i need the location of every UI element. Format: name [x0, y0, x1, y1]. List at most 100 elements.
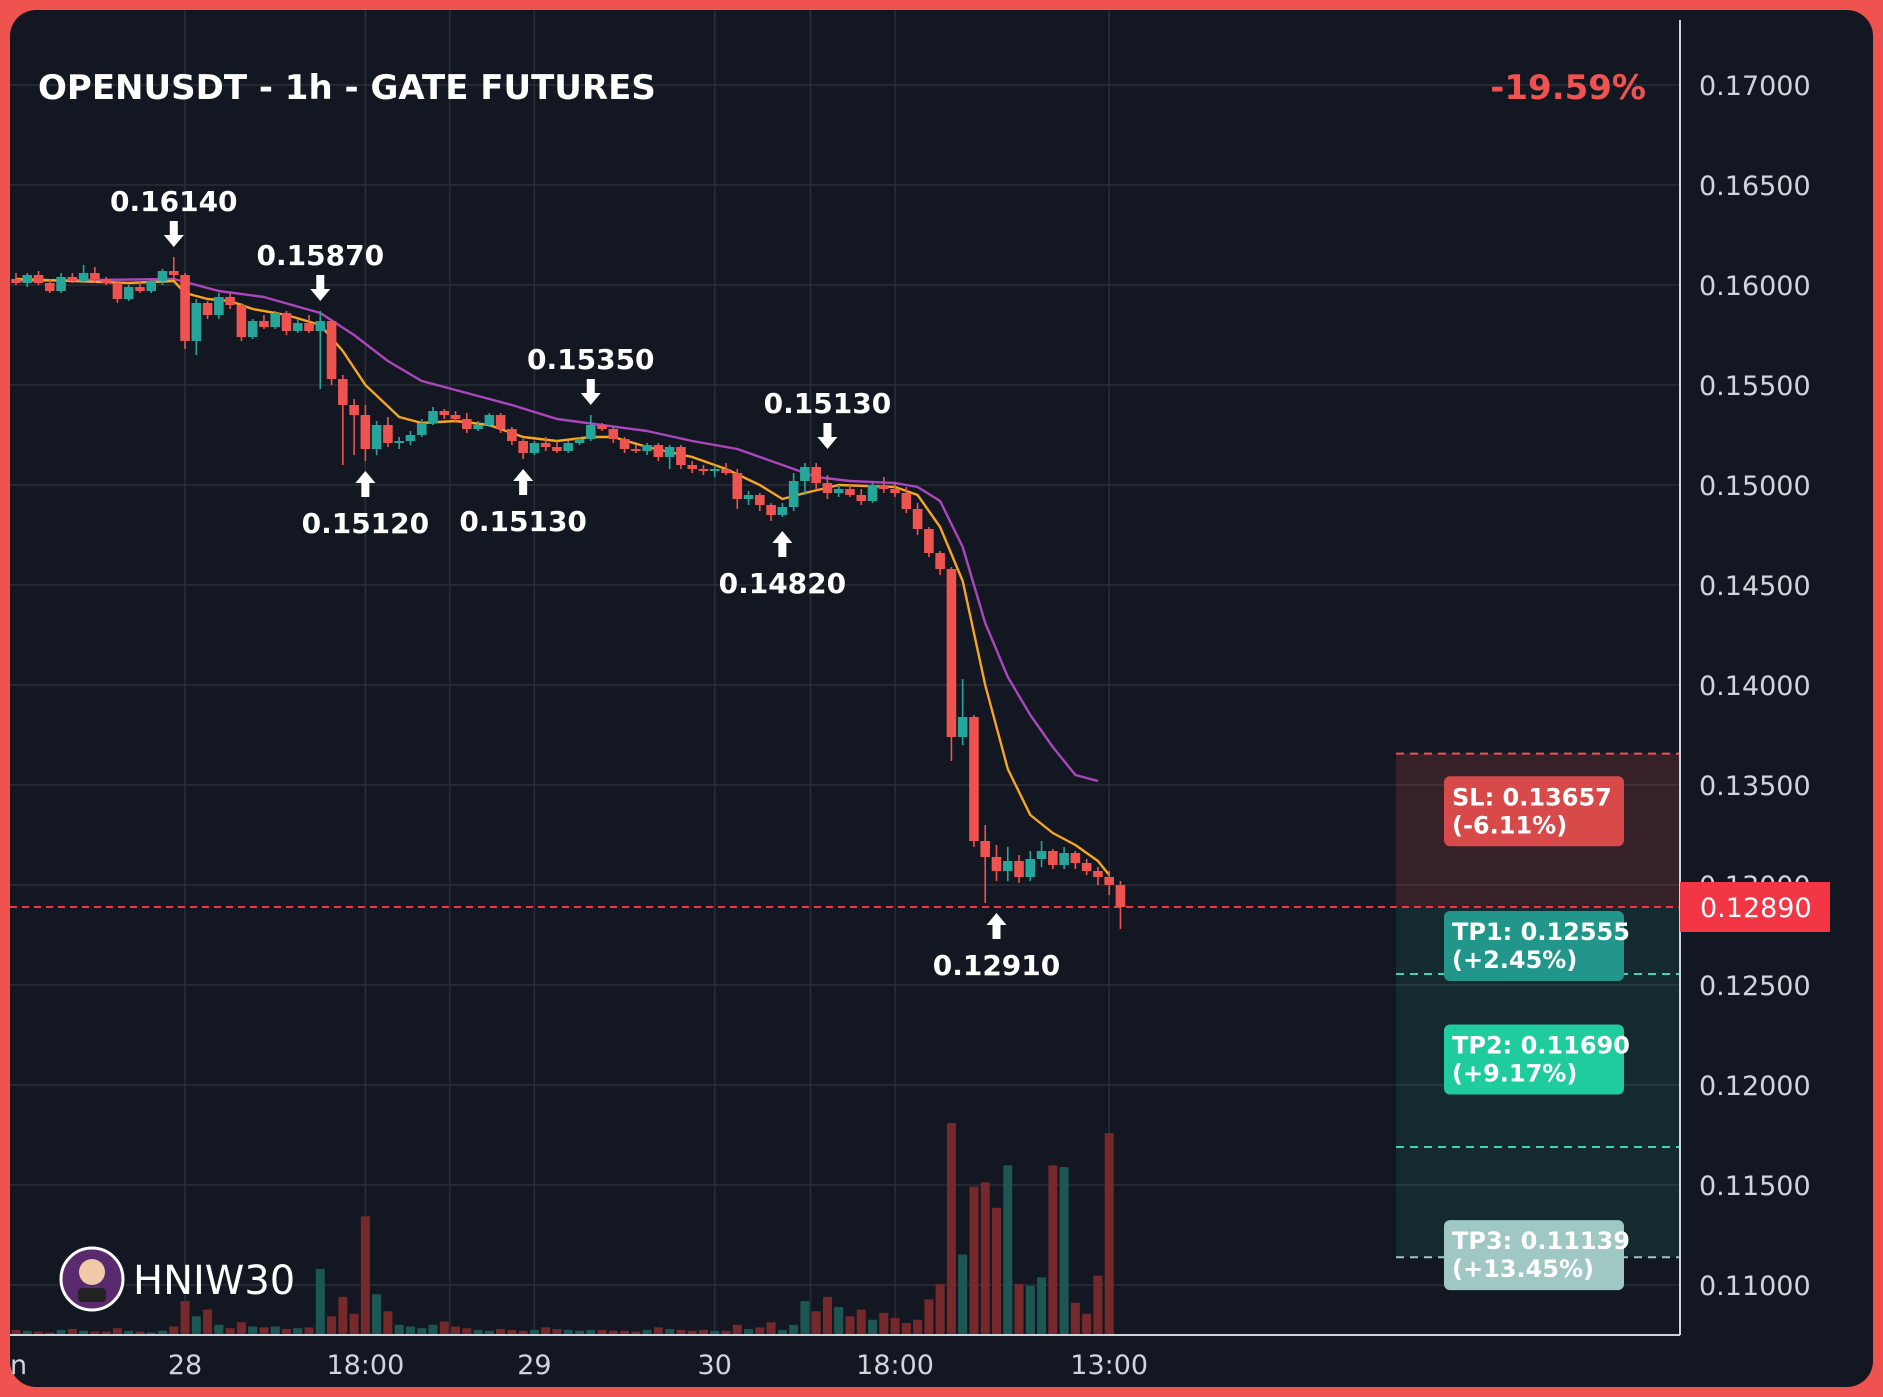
candle-body: [371, 425, 382, 449]
volume-bar: [653, 1327, 663, 1335]
volume-bar: [22, 1330, 32, 1335]
candle: [585, 415, 596, 441]
volume-bar: [552, 1329, 562, 1335]
candle: [405, 431, 416, 445]
tp3-label-pct: (+13.45%): [1452, 1255, 1594, 1283]
volume-bar: [1037, 1277, 1047, 1335]
candle-body: [67, 277, 78, 281]
candle-body: [281, 313, 292, 331]
candle-body: [326, 321, 337, 379]
candle-body: [935, 553, 945, 569]
volume-bar: [721, 1330, 731, 1335]
sl-label-title: SL: 0.13657: [1452, 783, 1612, 811]
candle-body: [225, 297, 235, 305]
volume-bar: [890, 1318, 900, 1335]
volume-bar: [79, 1330, 89, 1335]
candle-body: [980, 841, 991, 857]
candle: [360, 405, 371, 461]
candle: [450, 411, 461, 423]
pivot-labels: 0.16140 0.15870 0.15120 0.15130 0.15350 0.148…: [110, 185, 1060, 982]
candle-body: [462, 419, 472, 429]
candle-body: [845, 489, 855, 495]
pivot-label: 0.15130: [764, 387, 892, 420]
candle-body: [259, 321, 269, 327]
sl-label-box: [1444, 776, 1624, 847]
volume-bar: [1014, 1284, 1024, 1335]
candle: [597, 423, 607, 431]
volume-bar: [586, 1329, 596, 1335]
candle-body: [924, 529, 934, 553]
sl-label-pct: (-6.11%): [1452, 811, 1567, 839]
volume-bar: [563, 1329, 573, 1335]
volume-bar: [90, 1331, 100, 1335]
candle-body: [676, 447, 686, 465]
volume-bar: [980, 1182, 990, 1335]
candle: [924, 527, 934, 557]
candle-body: [202, 303, 213, 315]
candle-body: [1002, 861, 1013, 871]
candle: [811, 463, 821, 489]
volume-bar: [405, 1326, 415, 1335]
candle-body: [270, 313, 281, 327]
volume-bar: [608, 1330, 618, 1335]
tp2-label-pct: (+9.17%): [1452, 1060, 1577, 1088]
candle: [462, 413, 472, 433]
candle: [563, 441, 574, 453]
volume-bar: [169, 1326, 179, 1335]
candle-body: [450, 415, 461, 419]
candle: [45, 279, 55, 293]
candle-body: [1025, 859, 1036, 877]
candle: [247, 319, 258, 339]
candle-body: [394, 441, 404, 443]
price-tick-label: 0.12000: [1699, 1071, 1811, 1102]
candle-body: [90, 273, 100, 279]
candle: [101, 277, 111, 285]
candle-body: [495, 415, 506, 429]
candle: [642, 443, 652, 455]
candle-body: [608, 429, 619, 439]
candle-body: [585, 425, 596, 439]
candle: [664, 445, 675, 469]
tp3-label: TP3: 0.11139(+13.45%): [1444, 1220, 1630, 1291]
candle: [439, 409, 450, 419]
candle-body: [642, 445, 652, 451]
candle: [766, 503, 776, 521]
volume-bar: [879, 1312, 889, 1335]
candle-body: [1104, 877, 1114, 885]
volume-bar: [766, 1322, 776, 1335]
candle: [281, 311, 292, 335]
volume-bar: [473, 1329, 483, 1335]
price-tick-label: 0.11000: [1699, 1271, 1811, 1302]
current-price-label: 0.12890: [1700, 893, 1812, 924]
candle-body: [416, 423, 427, 435]
volume-bar: [248, 1326, 258, 1335]
price-tick-label: 0.11500: [1699, 1171, 1811, 1202]
volume-bar: [913, 1319, 923, 1335]
candle: [777, 503, 788, 517]
watermark: HNIW30: [59, 1246, 295, 1312]
candle: [552, 441, 562, 453]
volume-bar: [755, 1327, 765, 1335]
volume-bar: [293, 1328, 303, 1335]
candle-body: [349, 405, 359, 415]
chart-title: OPENUSDT - 1h - GATE FUTURES: [38, 68, 656, 108]
volume-bar: [800, 1301, 810, 1335]
volume-bar: [191, 1316, 201, 1335]
candle: [349, 399, 359, 455]
candle-body: [1115, 885, 1126, 907]
price-tick-label: 0.15500: [1699, 371, 1811, 402]
candle-body: [112, 283, 123, 299]
volume-bar: [1082, 1313, 1092, 1335]
candle-body: [957, 717, 968, 737]
candle: [540, 437, 551, 451]
candle: [22, 273, 33, 287]
volume-bar: [811, 1311, 821, 1335]
candle: [845, 485, 855, 497]
candle: [935, 551, 945, 575]
volume-bar: [935, 1284, 945, 1335]
pivot-arrow-down-icon: [817, 423, 838, 449]
volume-bar: [1025, 1285, 1035, 1335]
volume-bar: [856, 1309, 866, 1335]
candle-body: [969, 717, 979, 841]
